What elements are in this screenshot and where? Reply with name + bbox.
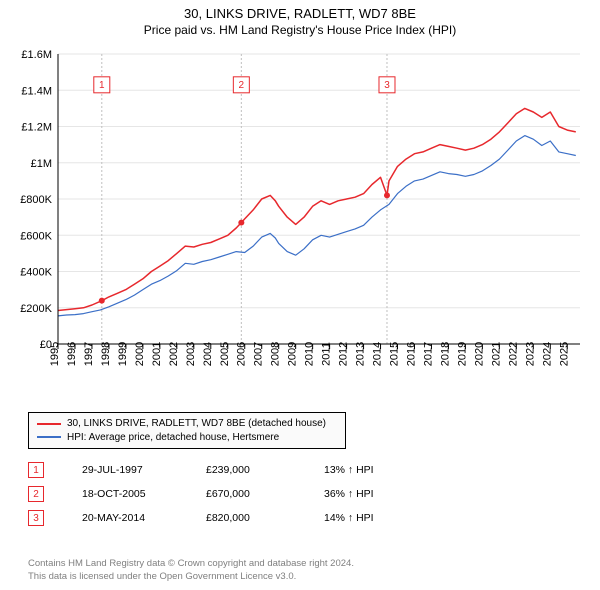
svg-text:2007: 2007	[253, 342, 265, 366]
sale-price: £239,000	[206, 464, 324, 476]
svg-text:2022: 2022	[507, 342, 519, 366]
svg-text:3: 3	[384, 80, 390, 91]
svg-text:£400K: £400K	[20, 267, 52, 279]
svg-text:2003: 2003	[185, 342, 197, 366]
attribution-line: This data is licensed under the Open Gov…	[28, 571, 354, 584]
legend-swatch	[37, 436, 61, 438]
svg-text:2016: 2016	[405, 342, 417, 366]
svg-text:2018: 2018	[439, 342, 451, 366]
legend-item: HPI: Average price, detached house, Hert…	[37, 431, 337, 445]
svg-text:£600K: £600K	[20, 230, 52, 242]
sale-badge: 1	[28, 462, 44, 478]
svg-text:2023: 2023	[524, 342, 536, 366]
svg-text:£1.4M: £1.4M	[21, 85, 52, 97]
chart-title: 30, LINKS DRIVE, RADLETT, WD7 8BE	[0, 6, 600, 21]
svg-text:£200K: £200K	[20, 303, 52, 315]
svg-text:1996: 1996	[66, 342, 78, 366]
svg-text:1998: 1998	[100, 342, 112, 366]
svg-text:2010: 2010	[304, 342, 316, 366]
svg-text:£1.2M: £1.2M	[21, 122, 52, 134]
svg-text:2025: 2025	[558, 342, 570, 366]
svg-text:2019: 2019	[456, 342, 468, 366]
sale-date: 29-JUL-1997	[82, 464, 206, 476]
attribution-line: Contains HM Land Registry data © Crown c…	[28, 558, 354, 571]
svg-text:£800K: £800K	[20, 194, 52, 206]
sale-pct-vs-hpi: 14% ↑ HPI	[324, 512, 414, 524]
sales-table: 1 29-JUL-1997 £239,000 13% ↑ HPI 2 18-OC…	[28, 458, 414, 530]
svg-text:2017: 2017	[422, 342, 434, 366]
svg-text:2012: 2012	[338, 342, 350, 366]
svg-text:2013: 2013	[355, 342, 367, 366]
svg-text:£1M: £1M	[31, 158, 52, 170]
svg-text:2009: 2009	[287, 342, 299, 366]
legend-item: 30, LINKS DRIVE, RADLETT, WD7 8BE (detac…	[37, 417, 337, 431]
svg-text:2011: 2011	[321, 342, 333, 366]
legend-label: 30, LINKS DRIVE, RADLETT, WD7 8BE (detac…	[67, 417, 326, 431]
svg-text:2004: 2004	[202, 342, 214, 366]
svg-text:2015: 2015	[389, 342, 401, 366]
svg-text:2020: 2020	[473, 342, 485, 366]
svg-text:1: 1	[99, 80, 105, 91]
svg-text:2001: 2001	[151, 342, 163, 366]
svg-text:2006: 2006	[236, 342, 248, 366]
sale-row: 3 20-MAY-2014 £820,000 14% ↑ HPI	[28, 506, 414, 530]
svg-text:2000: 2000	[134, 342, 146, 366]
sale-pct-vs-hpi: 36% ↑ HPI	[324, 488, 414, 500]
chart-subtitle: Price paid vs. HM Land Registry's House …	[0, 23, 600, 37]
svg-text:2005: 2005	[219, 342, 231, 366]
sale-badge: 3	[28, 510, 44, 526]
sale-price: £670,000	[206, 488, 324, 500]
sale-pct-vs-hpi: 13% ↑ HPI	[324, 464, 414, 476]
svg-text:2: 2	[239, 80, 245, 91]
chart-area: £0£200K£400K£600K£800K£1M£1.2M£1.4M£1.6M…	[12, 48, 588, 398]
svg-text:2014: 2014	[372, 342, 384, 366]
svg-text:2002: 2002	[168, 342, 180, 366]
attribution: Contains HM Land Registry data © Crown c…	[28, 558, 354, 584]
sale-row: 1 29-JUL-1997 £239,000 13% ↑ HPI	[28, 458, 414, 482]
sale-price: £820,000	[206, 512, 324, 524]
legend: 30, LINKS DRIVE, RADLETT, WD7 8BE (detac…	[28, 412, 346, 449]
sale-row: 2 18-OCT-2005 £670,000 36% ↑ HPI	[28, 482, 414, 506]
svg-text:£1.6M: £1.6M	[21, 49, 52, 61]
svg-text:2024: 2024	[541, 342, 553, 366]
svg-text:2021: 2021	[490, 342, 502, 366]
legend-swatch	[37, 423, 61, 425]
sale-date: 20-MAY-2014	[82, 512, 206, 524]
svg-text:1999: 1999	[117, 342, 129, 366]
svg-text:1997: 1997	[83, 342, 95, 366]
sale-date: 18-OCT-2005	[82, 488, 206, 500]
svg-text:2008: 2008	[270, 342, 282, 366]
line-chart: £0£200K£400K£600K£800K£1M£1.2M£1.4M£1.6M…	[12, 48, 588, 398]
sale-badge: 2	[28, 486, 44, 502]
legend-label: HPI: Average price, detached house, Hert…	[67, 431, 279, 445]
svg-text:1995: 1995	[49, 342, 61, 366]
